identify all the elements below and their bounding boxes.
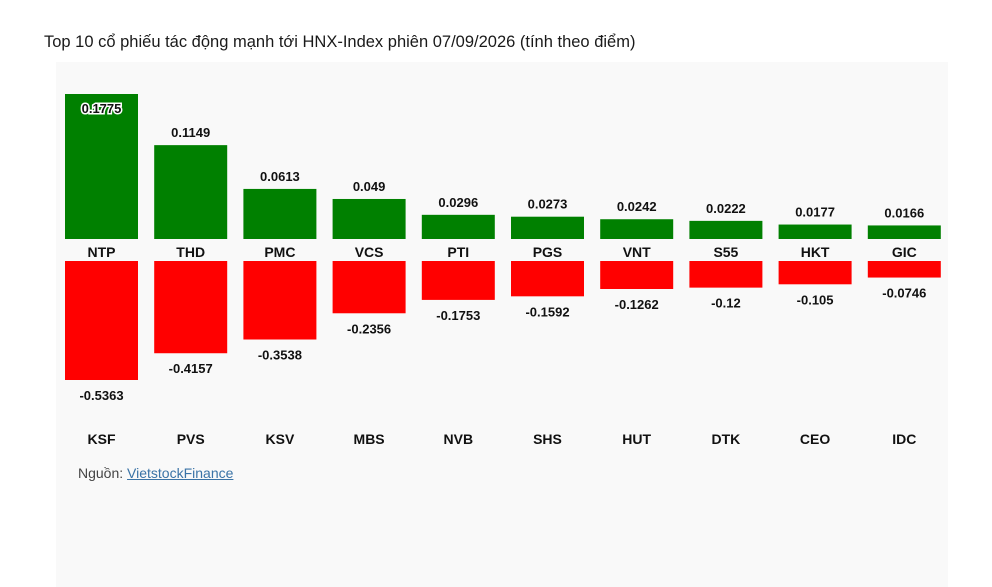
tick-label-positive: S55	[713, 244, 738, 260]
value-label-positive: 0.0273	[528, 197, 568, 212]
bar-negative-pvs	[154, 261, 228, 354]
tick-label-negative: CEO	[800, 431, 830, 447]
source-prefix: Nguồn:	[78, 465, 128, 481]
chart-title: Top 10 cổ phiếu tác động mạnh tới HNX-In…	[44, 33, 636, 51]
tick-label-negative: DTK	[712, 431, 741, 447]
tick-label-positive: PTI	[447, 244, 469, 260]
bar-positive-hkt	[778, 224, 852, 239]
value-label-positive: 0.0296	[438, 195, 478, 210]
bar-positive-gic	[867, 225, 941, 239]
value-label-negative: -0.1753	[436, 308, 480, 323]
value-label-negative: -0.4157	[169, 361, 213, 376]
bar-positive-pti	[421, 214, 495, 239]
tick-label-positive: PMC	[264, 244, 295, 260]
tick-label-negative: HUT	[622, 431, 651, 447]
value-label-positive: 0.049	[353, 179, 386, 194]
value-label-positive: 0.0613	[260, 169, 300, 184]
bar-positive-ntp	[65, 94, 138, 239]
bar-positive-pgs	[511, 216, 584, 239]
value-label-negative: -0.2356	[347, 321, 391, 336]
tick-label-negative: IDC	[892, 431, 916, 447]
bar-positive-thd	[154, 145, 228, 239]
tick-label-negative: KSF	[88, 431, 116, 447]
negative-bars	[65, 261, 941, 380]
value-label-positive: 0.0222	[706, 201, 746, 216]
tick-label-positive: PGS	[533, 244, 563, 260]
bar-negative-ceo	[778, 261, 852, 285]
value-label-positive: 0.0166	[884, 205, 924, 220]
positive-bars	[65, 94, 941, 239]
source-note: Nguồn: VietstockFinance	[78, 465, 233, 481]
bar-negative-nvb	[421, 261, 495, 300]
source-link[interactable]: VietstockFinance	[127, 465, 234, 481]
tick-label-positive: VNT	[623, 244, 651, 260]
tick-label-negative: KSV	[266, 431, 295, 447]
tick-label-negative: SHS	[533, 431, 562, 447]
bar-negative-hut	[600, 261, 674, 290]
tick-label-positive: HKT	[801, 244, 830, 260]
bar-positive-vnt	[600, 219, 674, 239]
tick-label-negative: PVS	[177, 431, 205, 447]
value-label-negative: -0.105	[797, 292, 834, 307]
tick-label-negative: MBS	[354, 431, 385, 447]
bar-negative-ksf	[65, 261, 138, 380]
value-label-negative: -0.1592	[525, 304, 569, 319]
bar-positive-s55	[689, 220, 763, 239]
value-label-negative: -0.3538	[258, 348, 302, 363]
bar-negative-shs	[511, 261, 584, 297]
value-label-negative: -0.1262	[615, 297, 659, 312]
value-label-negative: -0.0746	[882, 286, 926, 301]
value-label-positive: 0.0177	[795, 205, 835, 220]
value-label-positive: 0.1149	[171, 125, 210, 140]
value-label-negative: -0.5363	[79, 388, 123, 403]
bar-positive-pmc	[243, 188, 317, 239]
tick-label-negative: NVB	[444, 431, 474, 447]
data-labels: 0.1775 NTP 0.1149 THD 0.0613 PMC 0.049 VCS 0.029…	[79, 100, 926, 448]
bar-positive-vcs	[332, 198, 406, 239]
value-label-positive: 0.0242	[617, 199, 657, 214]
tick-label-positive: THD	[176, 244, 205, 260]
tick-label-positive: NTP	[88, 244, 116, 260]
value-label-positive: 0.1775	[82, 101, 122, 116]
value-label-negative: -0.12	[711, 296, 741, 311]
bar-negative-dtk	[689, 261, 763, 288]
bar-negative-mbs	[332, 261, 406, 314]
tick-label-positive: VCS	[355, 244, 384, 260]
bar-negative-ksv	[243, 261, 317, 340]
tick-label-positive: GIC	[892, 244, 917, 260]
bar-negative-idc	[867, 261, 941, 278]
